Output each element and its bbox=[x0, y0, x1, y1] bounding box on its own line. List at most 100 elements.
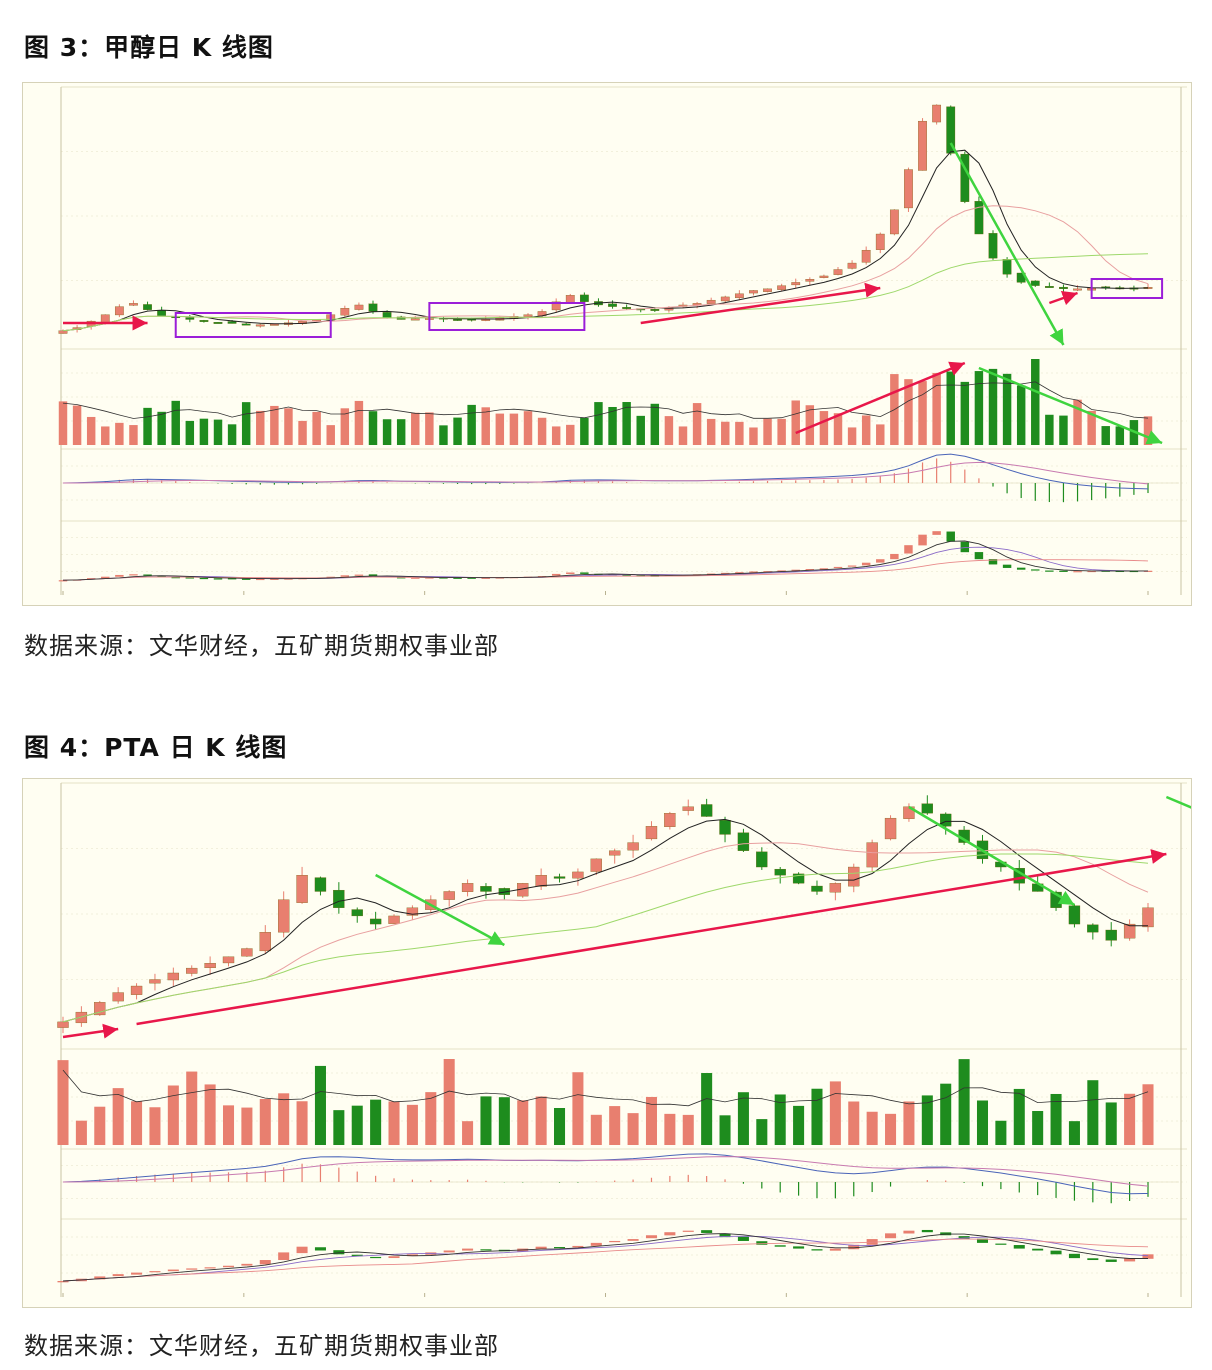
volume-bar bbox=[75, 1120, 87, 1145]
volume-bar bbox=[439, 425, 448, 445]
candle-body bbox=[579, 294, 589, 302]
candle-body bbox=[480, 886, 492, 892]
candle-body bbox=[1123, 923, 1136, 939]
volume-bar bbox=[1143, 416, 1153, 445]
volume-bar bbox=[333, 1110, 345, 1145]
overview-candle bbox=[974, 552, 984, 560]
overview-candle bbox=[876, 559, 885, 563]
candle-body bbox=[368, 303, 378, 312]
volume-bar bbox=[609, 1106, 621, 1145]
candle-body bbox=[829, 883, 842, 893]
overview-candle bbox=[701, 1230, 713, 1233]
candle-body bbox=[889, 209, 899, 235]
volume-bar bbox=[774, 1094, 786, 1145]
overview-candle bbox=[756, 1241, 768, 1245]
overview-candle bbox=[988, 559, 998, 565]
overview-candle bbox=[566, 572, 575, 574]
candle-body bbox=[114, 306, 124, 316]
overview-candle bbox=[1124, 1258, 1136, 1262]
candle-body bbox=[833, 269, 843, 275]
volume-bar bbox=[537, 417, 547, 445]
candle-body bbox=[720, 296, 730, 302]
volume-bar bbox=[995, 1120, 1007, 1145]
candle-body bbox=[149, 979, 161, 984]
uptrend-arrow bbox=[640, 282, 881, 325]
overview-candle bbox=[1105, 1259, 1117, 1262]
candle-body bbox=[461, 883, 474, 892]
overview-candle bbox=[406, 1254, 418, 1257]
candle-body bbox=[811, 885, 823, 892]
candle-body bbox=[351, 909, 363, 917]
downtrend-arrow bbox=[908, 805, 1076, 907]
overview-candle bbox=[296, 1246, 308, 1254]
overview-candle bbox=[256, 578, 265, 581]
candle-body bbox=[382, 312, 392, 319]
candle-body bbox=[57, 1021, 69, 1028]
overview-candle bbox=[199, 577, 209, 580]
overview-candle bbox=[443, 1250, 455, 1253]
overview-candle bbox=[774, 1245, 786, 1247]
candle-body bbox=[756, 851, 768, 868]
volume-bar bbox=[829, 1081, 841, 1145]
volume-bar bbox=[811, 1088, 823, 1145]
overview-candle bbox=[241, 1263, 253, 1266]
volume-bar bbox=[354, 400, 364, 445]
downtrend-arrow bbox=[949, 142, 1065, 346]
volume-bar bbox=[645, 1096, 657, 1145]
volume-bar bbox=[467, 404, 476, 445]
candle-body bbox=[453, 318, 462, 321]
overview-candle bbox=[904, 545, 913, 554]
candle-body bbox=[157, 310, 167, 317]
candle-body bbox=[706, 299, 716, 304]
macd-dif-line bbox=[62, 453, 1149, 490]
volume-bar bbox=[57, 1060, 69, 1145]
volume-bar bbox=[551, 426, 561, 445]
overview-candle bbox=[157, 575, 166, 578]
overview-candle bbox=[819, 568, 829, 570]
overview-average-line bbox=[62, 1233, 1148, 1282]
candle-body bbox=[774, 868, 786, 876]
volume-bar bbox=[664, 1113, 676, 1145]
candle-body bbox=[406, 907, 419, 916]
candle-body bbox=[222, 956, 235, 964]
candle-body bbox=[884, 817, 897, 840]
volume-bar bbox=[866, 1111, 878, 1145]
candle-body bbox=[608, 303, 617, 307]
overview-candle bbox=[590, 1242, 602, 1246]
candle-body bbox=[866, 842, 878, 868]
candle-body bbox=[627, 842, 639, 851]
volume-bar bbox=[481, 407, 490, 445]
volume-bar bbox=[763, 418, 772, 445]
overview-candle bbox=[1073, 571, 1082, 573]
overview-candle bbox=[354, 574, 364, 576]
moving-average-line bbox=[62, 149, 1149, 332]
overview-candle bbox=[185, 577, 195, 579]
candle-body bbox=[1068, 905, 1081, 925]
candle-body bbox=[143, 304, 152, 310]
candle-body bbox=[903, 806, 915, 819]
overview-candle bbox=[115, 574, 124, 577]
volume-bar bbox=[143, 407, 152, 445]
figure-3-title: 图 3：甲醇日 K 线图 bbox=[24, 33, 274, 62]
volume-bar bbox=[1050, 1093, 1062, 1145]
candle-body bbox=[847, 262, 857, 269]
volume-bar bbox=[678, 426, 688, 445]
overview-candle bbox=[737, 1236, 749, 1241]
downtrend-arrow bbox=[1165, 795, 1191, 809]
overview-candle bbox=[921, 1229, 933, 1233]
candle-body bbox=[940, 813, 952, 827]
overview-candle bbox=[580, 572, 589, 574]
volume-bar bbox=[594, 402, 603, 445]
volume-bar bbox=[157, 411, 166, 445]
macd-dea-line bbox=[63, 461, 1149, 485]
volume-bar bbox=[270, 405, 279, 445]
candle-body bbox=[946, 106, 956, 154]
overview-candle bbox=[131, 1272, 143, 1275]
volume-bar bbox=[256, 410, 265, 445]
candle-body bbox=[650, 309, 660, 311]
overview-candle bbox=[333, 1250, 345, 1255]
overview-candle bbox=[721, 572, 730, 575]
overview-candle bbox=[861, 562, 871, 566]
candle-body bbox=[848, 866, 860, 887]
overview-average-line bbox=[62, 546, 1148, 581]
